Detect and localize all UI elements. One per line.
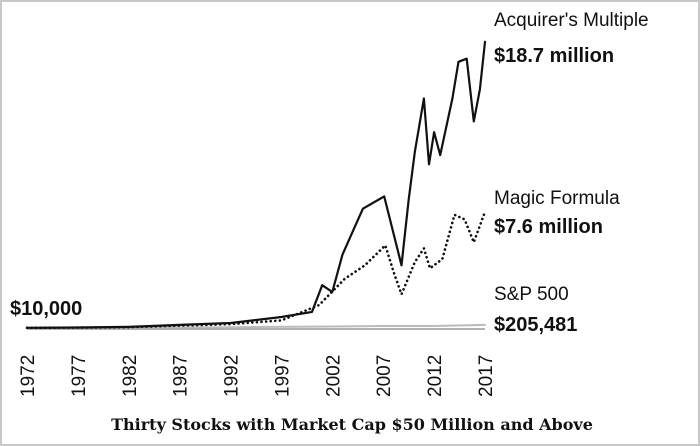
- x-tick-label: 1977: [69, 355, 90, 397]
- series-line-acquirer-s-multiple: [25, 40, 487, 329]
- x-tick-label: 1992: [222, 355, 243, 397]
- legend-magic-formula: Magic Formula: [494, 188, 620, 209]
- start-value-label: $10,000: [10, 298, 82, 321]
- x-tick-label: 1972: [18, 355, 39, 397]
- x-tick-label: 2002: [323, 355, 344, 397]
- x-tick-label: 2012: [425, 355, 446, 397]
- x-tick-label: 2017: [476, 355, 497, 397]
- x-tick-label: 1987: [171, 355, 192, 397]
- legend-sp500: S&P 500: [494, 284, 569, 305]
- end-value-sp500: $205,481: [494, 314, 578, 336]
- x-tick-label: 2007: [374, 355, 395, 397]
- x-tick-label: 1982: [120, 355, 141, 397]
- start-value-text: $10,000: [10, 298, 83, 320]
- x-tick-label: 1997: [272, 355, 293, 397]
- end-value-acquirers-multiple: $18.7 million: [494, 45, 615, 67]
- legend-acquirers-multiple: Acquirer's Multiple: [494, 10, 649, 31]
- series-line-magic-formula: [25, 210, 487, 330]
- chart-title: Thirty Stocks with Market Cap $50 Millio…: [111, 415, 593, 434]
- end-value-magic-formula: $7.6 million: [494, 216, 603, 238]
